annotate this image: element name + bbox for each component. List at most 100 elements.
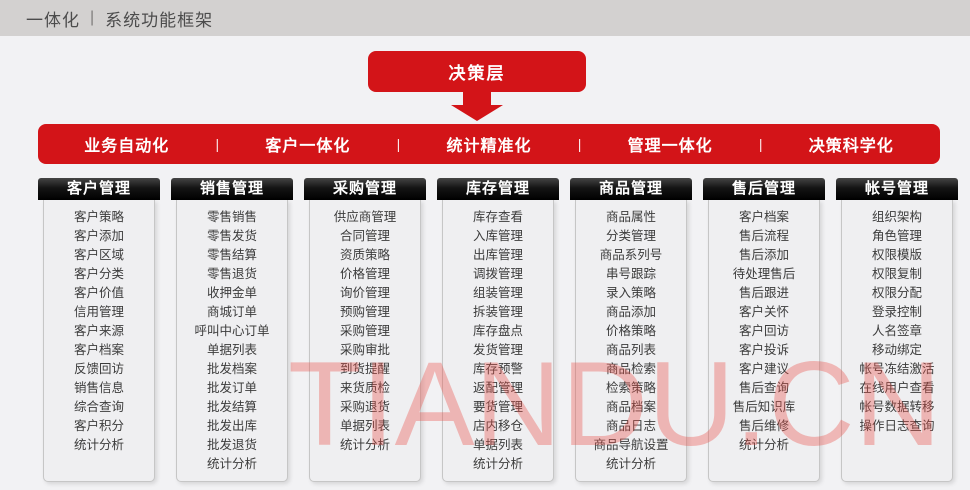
column-item: 单据列表 [472,438,523,452]
feature-bar-item: 统计精准化 [446,138,532,155]
feature-bar-item: 管理一体化 [627,138,713,155]
function-column: 销售管理 零售销售 零售发货 零售结算 零售退货 收押金单 商城订单 呼叫中心订单 单据列表 批发… [171,178,293,482]
column-item: 待处理售后 [732,267,796,281]
column-header: 采购管理 [304,178,426,200]
column-item: 权限复制 [871,267,922,281]
column-item: 采购退货 [339,400,390,414]
function-column: 商品管理 商品属性 分类管理 商品系列号 串号跟踪 录入策略 商品添加 价格策略 商品列表 商品检… [570,178,692,482]
column-item: 商品系列号 [599,248,663,262]
column-item: 录入策略 [605,286,656,300]
column-item: 组装管理 [472,286,523,300]
function-columns: 客户管理 客户策略 客户添加 客户区域 客户分类 客户价值 信用管理 客户来源 客户档案 反馈回访… [38,178,958,482]
column-item: 批发退货 [206,438,257,452]
column-item: 商品列表 [605,343,656,357]
column-item-list: 客户策略 客户添加 客户区域 客户分类 客户价值 信用管理 客户来源 客户档案 反馈回访 销售信息… [43,200,155,482]
function-column: 售后管理 客户档案 售后流程 售后添加 待处理售后 售后跟进 客户关怀 客户回访 客户投诉 客户建… [703,178,825,482]
column-item: 批发出库 [206,419,257,433]
feature-bar-separator: | [577,136,582,152]
down-arrow-icon [463,92,491,105]
column-item: 商品日志 [605,419,656,433]
column-item: 分类管理 [605,229,656,243]
column-header: 商品管理 [570,178,692,200]
column-item: 串号跟踪 [605,267,656,281]
column-item: 客户积分 [73,419,124,433]
column-item: 组织架构 [871,210,922,224]
column-item-list: 商品属性 分类管理 商品系列号 串号跟踪 录入策略 商品添加 价格策略 商品列表 商品检索 检索策… [575,200,687,482]
column-item: 统计分析 [206,457,257,471]
column-item: 店内移仓 [472,419,523,433]
down-arrow-head-icon [451,105,503,121]
column-item: 客户来源 [73,324,124,338]
column-item-list: 零售销售 零售发货 零售结算 零售退货 收押金单 商城订单 呼叫中心订单 单据列表 批发档案 批发… [176,200,288,482]
feature-bar-separator: | [758,136,763,152]
column-header: 销售管理 [171,178,293,200]
column-item: 预购管理 [339,305,390,319]
column-item-list: 组织架构 角色管理 权限模版 权限复制 权限分配 登录控制 人名签章 移动绑定 帐号冻结激活 在线… [841,200,953,482]
column-item: 操作日志查询 [859,419,935,433]
column-item: 拆装管理 [472,305,523,319]
column-item: 批发档案 [206,362,257,376]
column-item: 角色管理 [871,229,922,243]
column-item: 客户关怀 [738,305,789,319]
column-item: 客户档案 [738,210,789,224]
function-column: 帐号管理 组织架构 角色管理 权限模版 权限复制 权限分配 登录控制 人名签章 移动绑定 帐号冻结… [836,178,958,482]
column-item: 入库管理 [472,229,523,243]
column-header: 库存管理 [437,178,559,200]
column-item: 零售退货 [206,267,257,281]
function-column: 库存管理 库存查看 入库管理 出库管理 调拨管理 组装管理 拆装管理 库存盘点 发货管理 库存预警… [437,178,559,482]
column-item: 价格管理 [339,267,390,281]
column-item-list: 客户档案 售后流程 售后添加 待处理售后 售后跟进 客户关怀 客户回访 客户投诉 客户建议 售后查… [708,200,820,482]
column-item: 客户价值 [73,286,124,300]
column-item: 帐号数据转移 [859,400,935,414]
column-item: 移动绑定 [871,343,922,357]
column-item: 销售信息 [73,381,124,395]
column-header: 客户管理 [38,178,160,200]
column-item: 检索策略 [605,381,656,395]
column-item: 信用管理 [73,305,124,319]
column-item-list: 库存查看 入库管理 出库管理 调拨管理 组装管理 拆装管理 库存盘点 发货管理 库存预警 返配管理… [442,200,554,482]
column-item: 零售销售 [206,210,257,224]
column-item: 单据列表 [206,343,257,357]
column-item: 售后维修 [738,419,789,433]
column-item: 客户投诉 [738,343,789,357]
column-item: 呼叫中心订单 [194,324,270,338]
page-title: 系统功能框架 [105,10,214,30]
function-column: 采购管理 供应商管理 合同管理 资质策略 价格管理 询价管理 预购管理 采购管理 采购审批 到货提… [304,178,426,482]
column-item: 权限模版 [871,248,922,262]
column-item: 零售发货 [206,229,257,243]
column-item: 库存查看 [472,210,523,224]
column-item: 统计分析 [605,457,656,471]
column-item: 单据列表 [339,419,390,433]
column-item: 客户添加 [73,229,124,243]
feature-bar-item: 业务自动化 [84,138,170,155]
header-title-separator: | [90,9,96,26]
column-item: 供应商管理 [333,210,397,224]
column-item: 帐号冻结激活 [859,362,935,376]
column-header: 售后管理 [703,178,825,200]
column-item: 商品属性 [605,210,656,224]
feature-bar-item: 决策科学化 [808,138,894,155]
column-item: 来货质检 [339,381,390,395]
column-item: 商城订单 [206,305,257,319]
column-item: 售后流程 [738,229,789,243]
column-item: 合同管理 [339,229,390,243]
column-item: 资质策略 [339,248,390,262]
column-item: 商品导航设置 [593,438,669,452]
page-header: 一体化 | 系统功能框架 [0,0,970,36]
column-item: 统计分析 [73,438,124,452]
column-item: 采购管理 [339,324,390,338]
column-item: 客户策略 [73,210,124,224]
column-item: 库存盘点 [472,324,523,338]
column-item: 权限分配 [871,286,922,300]
feature-bar-item: 客户一体化 [265,138,351,155]
column-item: 登录控制 [871,305,922,319]
column-item: 收押金单 [206,286,257,300]
column-item: 发货管理 [472,343,523,357]
column-item: 客户区域 [73,248,124,262]
column-item: 综合查询 [73,400,124,414]
column-item: 反馈回访 [73,362,124,376]
column-header: 帐号管理 [836,178,958,200]
column-item: 客户建议 [738,362,789,376]
column-item: 在线用户查看 [859,381,935,395]
